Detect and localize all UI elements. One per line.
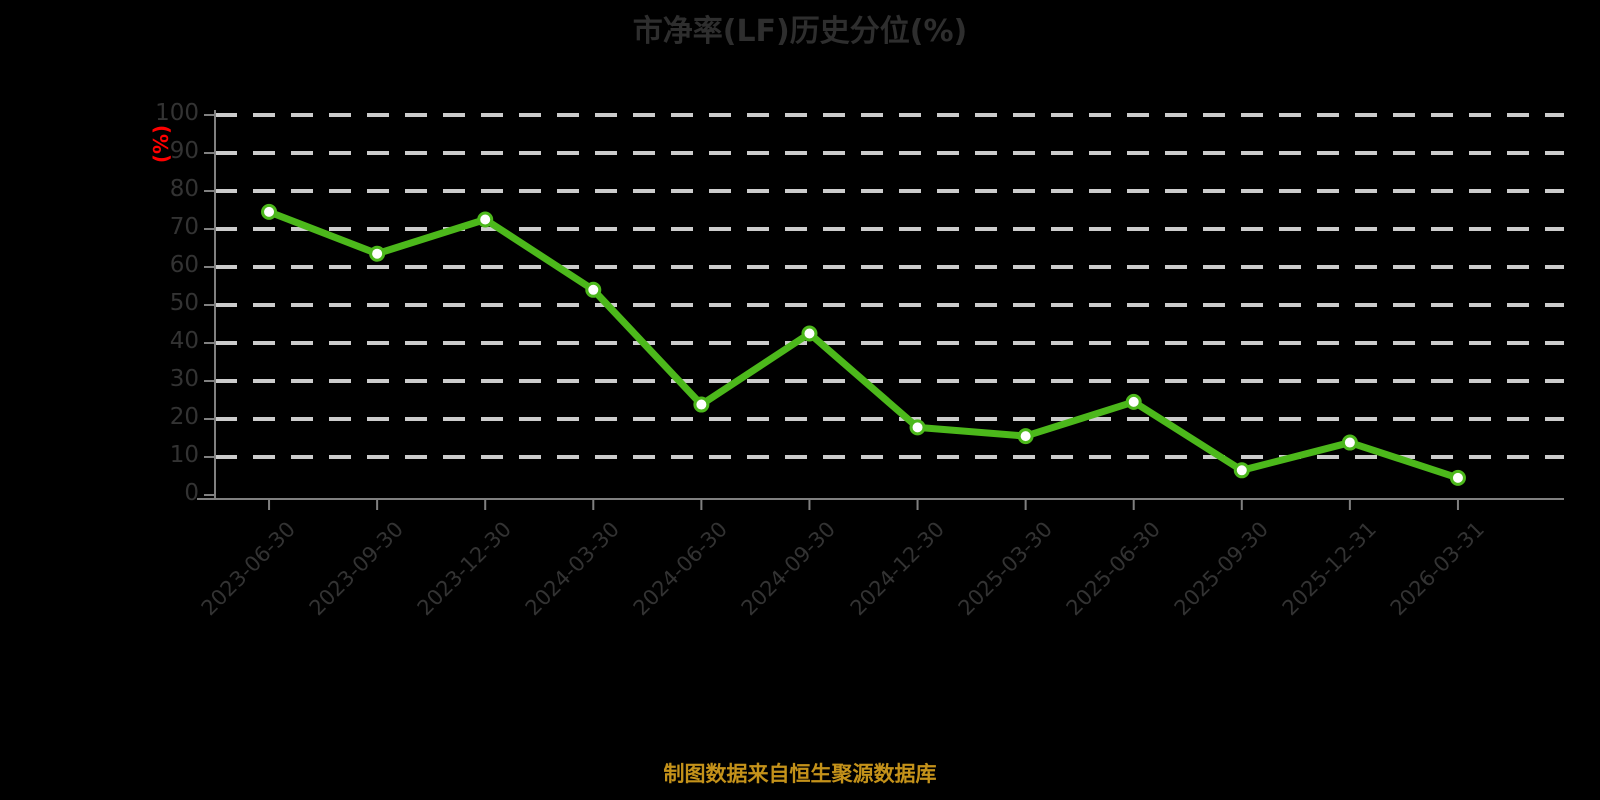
- y-tick-label: 20: [169, 404, 199, 430]
- data-point-marker: [1125, 393, 1142, 410]
- x-tick-marks-group: [268, 499, 1459, 510]
- data-point-marker: [801, 325, 818, 342]
- data-point-marker: [585, 281, 602, 298]
- y-tick-label: 70: [169, 214, 199, 240]
- data-point-marker: [909, 419, 926, 436]
- y-tick-label: 50: [169, 290, 199, 316]
- data-point-marker: [369, 245, 386, 262]
- y-tick-label: 100: [155, 100, 199, 126]
- data-point-marker: [1233, 462, 1250, 479]
- y-tick-label: 40: [169, 328, 199, 354]
- y-tick-label: 0: [184, 480, 199, 506]
- data-line: [265, 208, 1462, 482]
- data-point-marker: [1017, 428, 1034, 445]
- data-point-marker: [477, 211, 494, 228]
- data-point-marker: [1449, 469, 1466, 486]
- y-tick-label: 30: [169, 366, 199, 392]
- y-tick-marks-group: [204, 114, 215, 496]
- data-point-marker: [1341, 434, 1358, 451]
- data-markers-group: [261, 203, 1466, 486]
- chart-title: 市净率(LF)历史分位(%): [632, 14, 968, 49]
- y-tick-label: 90: [169, 138, 199, 164]
- y-tick-label: 10: [169, 442, 199, 468]
- data-line-group: [265, 208, 1462, 482]
- data-point-marker: [693, 396, 710, 413]
- y-tick-label: 80: [169, 176, 199, 202]
- y-tick-label: 60: [169, 252, 199, 278]
- footer-source-note: 制图数据来自恒生聚源数据库: [663, 762, 937, 786]
- data-point-marker: [261, 203, 278, 220]
